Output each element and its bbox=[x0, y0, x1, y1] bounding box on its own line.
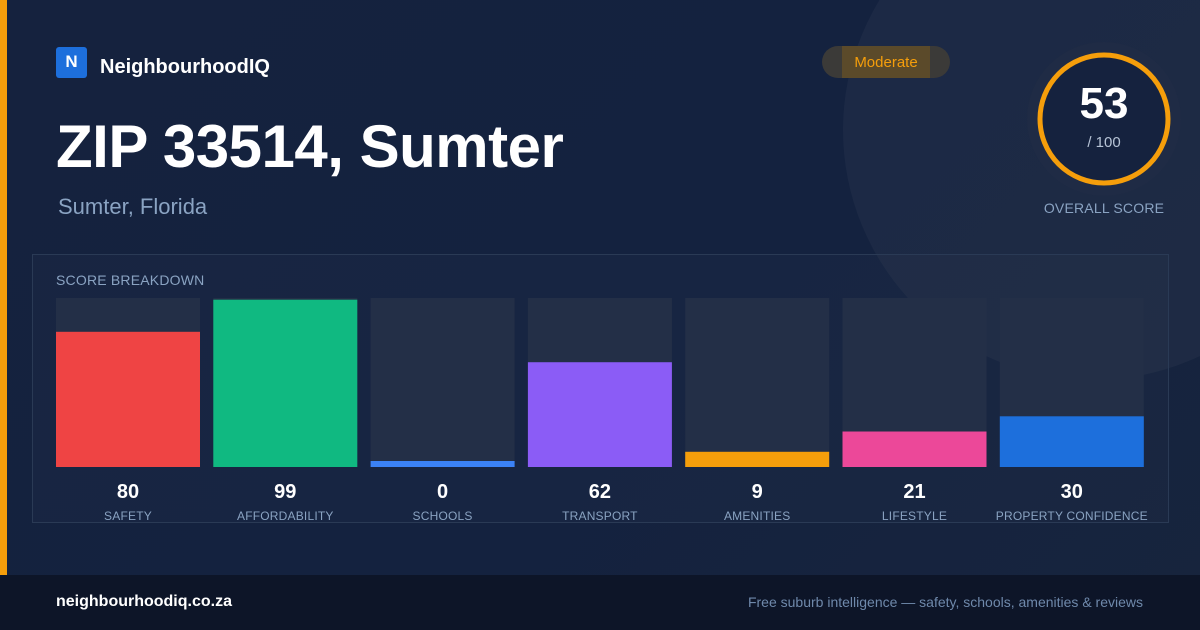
score-breakdown-title: SCORE BREAKDOWN bbox=[56, 272, 205, 288]
bar-affordability bbox=[213, 299, 358, 467]
bar-value-schools: 0 bbox=[437, 481, 449, 503]
brand: N NeighbourhoodIQ bbox=[56, 46, 270, 78]
brand-name: NeighbourhoodIQ bbox=[100, 55, 270, 78]
bar-transport bbox=[527, 362, 672, 467]
bar-safety bbox=[56, 331, 200, 467]
bar-amenities bbox=[685, 451, 830, 467]
bar-lifestyle bbox=[842, 431, 987, 467]
score-ring-icon bbox=[1027, 42, 1181, 196]
bar-label-schools: SCHOOLS bbox=[412, 509, 473, 523]
bar-track-schools bbox=[370, 298, 515, 467]
overall-score-gauge: 53 / 100 bbox=[1027, 42, 1181, 196]
bar-label-transport: TRANSPORT bbox=[562, 509, 638, 523]
page-subtitle: Sumter, Florida bbox=[58, 194, 208, 219]
bar-track-amenities bbox=[685, 298, 830, 467]
accent-stripe bbox=[0, 0, 7, 575]
bar-label-amenities: AMENITIES bbox=[723, 509, 791, 523]
footer bbox=[0, 575, 1200, 630]
bar-value-lifestyle: 21 bbox=[903, 481, 926, 503]
page-title: ZIP 33514, Sumter bbox=[56, 113, 564, 180]
overall-score-value: 53 bbox=[1079, 79, 1129, 128]
bar-value-amenities: 9 bbox=[751, 481, 763, 503]
footer-url: neighbourhoodiq.co.za bbox=[56, 593, 232, 610]
bar-label-safety: SAFETY bbox=[104, 509, 152, 523]
overall-score-max: / 100 bbox=[1087, 134, 1121, 151]
score-breakdown-panel bbox=[32, 254, 1169, 523]
overall-score-caption: OVERALL SCORE bbox=[1043, 200, 1165, 216]
rating-badge: Moderate bbox=[822, 46, 950, 78]
bar-label-property-confidence: PROPERTY CONFIDENCE bbox=[995, 509, 1148, 523]
score-ring bbox=[1037, 52, 1171, 186]
bar-value-safety: 80 bbox=[116, 481, 140, 503]
bar-label-lifestyle: LIFESTYLE bbox=[881, 509, 948, 523]
bar-value-property-confidence: 30 bbox=[1060, 481, 1083, 503]
brand-logo-icon: N bbox=[56, 46, 87, 78]
bar-property-confidence bbox=[999, 416, 1144, 467]
footer-tagline: Free suburb intelligence — safety, schoo… bbox=[747, 594, 1143, 610]
bar-schools bbox=[370, 461, 515, 467]
bar-label-affordability: AFFORDABILITY bbox=[236, 509, 334, 523]
bar-value-transport: 62 bbox=[588, 481, 612, 503]
bar-value-affordability: 99 bbox=[274, 481, 297, 503]
rating-badge-label: Moderate bbox=[854, 53, 918, 71]
